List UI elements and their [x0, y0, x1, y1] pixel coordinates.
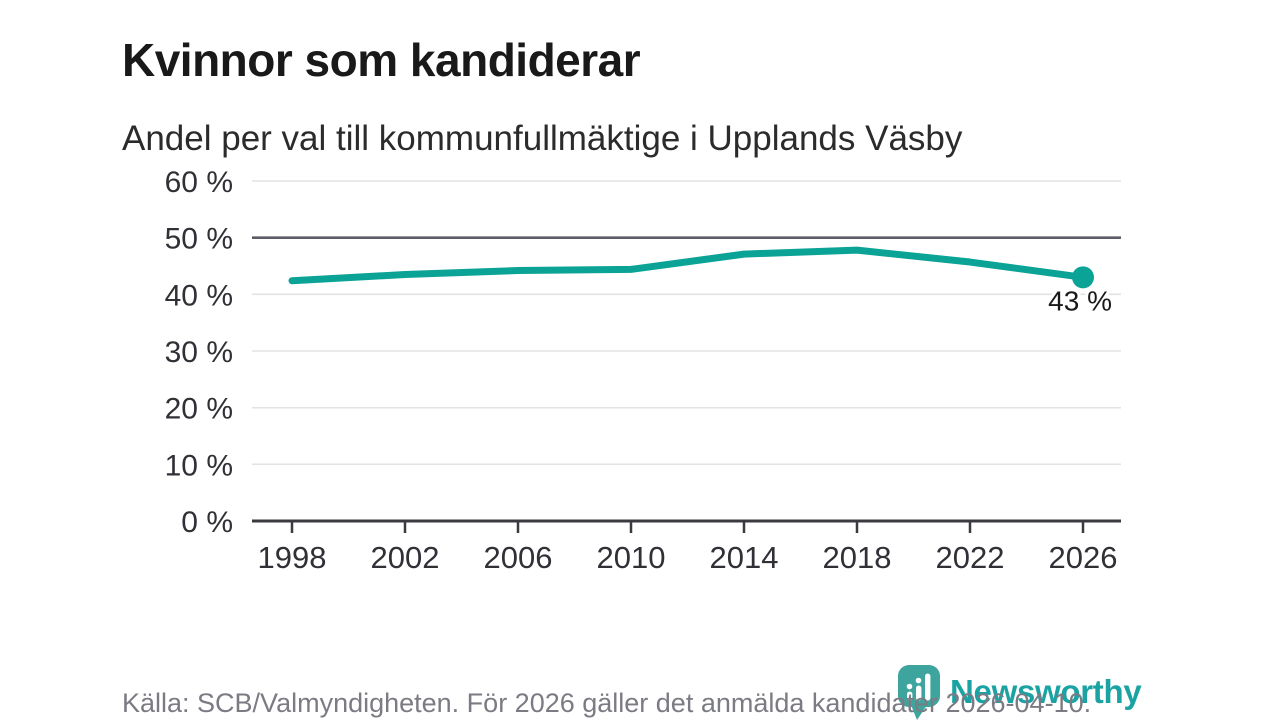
y-axis-tick-label: 10 %: [165, 449, 233, 482]
x-axis-tick-label: 1998: [258, 540, 327, 575]
y-axis-tick-label: 30 %: [165, 336, 233, 369]
x-axis-tick-label: 2014: [710, 540, 779, 575]
y-axis-tick-label: 50 %: [165, 223, 233, 256]
chart-title: Kvinnor som kandiderar: [122, 33, 641, 86]
trend-line: [288, 246, 1087, 285]
x-axis-tick-label: 2002: [371, 540, 440, 575]
end-value-label: 43 %: [1048, 285, 1112, 316]
x-axis-tick-label: 2022: [936, 540, 1005, 575]
y-axis-tick-label: 40 %: [165, 279, 233, 312]
source-note: Källa: SCB/Valmyndigheten. För 2026 gäll…: [122, 688, 1092, 718]
chart-subtitle: Andel per val till kommunfullmäktige i U…: [122, 119, 963, 159]
newsworthy-logo: Newsworthy: [897, 664, 1142, 720]
x-axis-tick-label: 2018: [823, 540, 892, 575]
y-axis-tick-label: 60 %: [165, 166, 233, 199]
x-axis-tick-label: 2010: [597, 540, 666, 575]
end-point-marker: [1072, 266, 1094, 289]
newsworthy-wordmark: Newsworthy: [950, 673, 1142, 710]
newsworthy-pin-bar-chart-icon: [898, 665, 940, 720]
y-axis-tick-label: 0 %: [181, 506, 233, 539]
y-axis-tick-label: 20 %: [165, 393, 233, 426]
x-axis-tick-label: 2026: [1049, 540, 1118, 575]
x-axis-tick-label: 2006: [484, 540, 553, 575]
